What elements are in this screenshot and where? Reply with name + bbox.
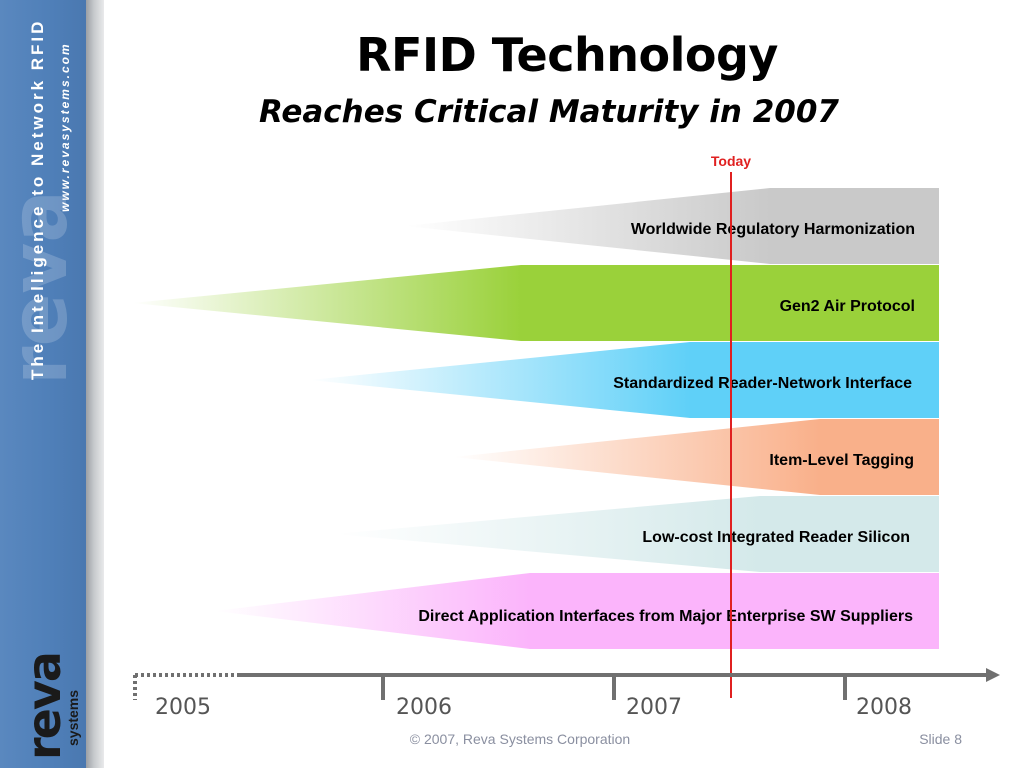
today-marker: Today [711,153,751,698]
bar-item-level-tagging: Item-Level Tagging [453,419,939,495]
bar-taper [132,265,521,341]
svg-text:reva: reva [6,190,82,385]
logo-sub: systems [65,690,81,746]
year-label-2006: 2006 [396,695,452,720]
bar-label: Worldwide Regulatory Harmonization [631,221,915,238]
bar-reader-silicon: Low-cost Integrated Reader Silicon [335,496,939,572]
bar-label: Item-Level Tagging [769,452,914,469]
slide-title: RFID Technology [356,28,778,82]
year-label-2005: 2005 [155,695,211,720]
bar-body [770,188,939,264]
bar-body [820,419,939,495]
bar-taper [335,496,760,572]
bar-taper [310,342,690,418]
bar-label: Standardized Reader-Network Interface [613,375,912,392]
footer-copyright: © 2007, Reva Systems Corporation [409,731,631,747]
watermark-logo: reva [6,190,82,385]
year-label-2008: 2008 [856,695,912,720]
sidebar: reva The Intelligence to Network RFID ww… [0,0,86,768]
slide-subtitle-text: Reaches Critical Maturity in 2007 [259,94,839,130]
bar-label: Gen2 Air Protocol [780,298,915,315]
slide-subtitle: Reaches Critical Maturity in 2007 [100,94,1024,130]
footer-slide-number: Slide 8 [919,731,962,747]
bar-taper [453,419,820,495]
bar-body [530,573,939,649]
year-label-2007: 2007 [626,695,682,720]
bar-taper [405,188,770,264]
bar-label: Direct Application Interfaces from Major… [418,608,913,625]
axis-arrowhead [986,668,1000,682]
today-label: Today [711,153,751,169]
reva-logo: reva systems [17,653,81,760]
bar-gen2-air-protocol: Gen2 Air Protocol [132,265,939,341]
time-axis: 2005 2006 2007 2008 [133,668,1000,720]
sidebar-edge [86,0,104,768]
bar-taper [215,573,530,649]
bar-reader-network-interface: Standardized Reader-Network Interface [310,342,939,418]
bar-direct-application-interfaces: Direct Application Interfaces from Major… [215,573,939,649]
logo-word: reva [17,653,71,760]
bar-regulatory-harmonization: Worldwide Regulatory Harmonization [405,188,939,264]
bar-body [760,496,939,572]
bar-label: Low-cost Integrated Reader Silicon [642,529,910,546]
